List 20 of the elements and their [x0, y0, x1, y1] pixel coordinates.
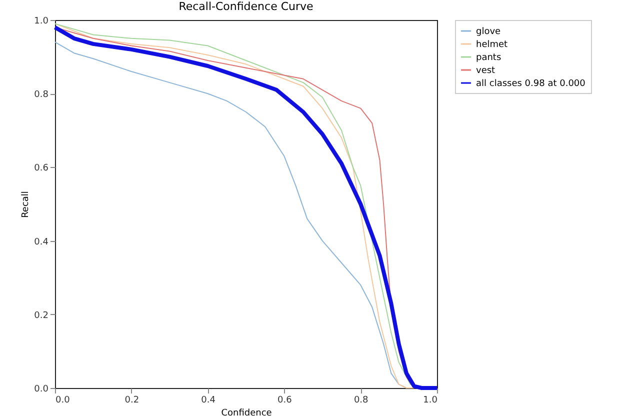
x-tick-label: 0.4: [201, 396, 216, 406]
y-axis-title: Recall: [21, 191, 32, 218]
x-tick-label: 1.0: [423, 396, 438, 406]
y-tick-label: 0.0: [34, 384, 49, 394]
x-tick-label: 0.0: [56, 396, 70, 406]
y-tick-label: 1.0: [34, 16, 49, 26]
chart-title: Recall-Confidence Curve: [178, 0, 314, 13]
x-tick-label: 0.6: [278, 396, 292, 406]
y-tick-label: 0.4: [34, 237, 49, 248]
legend-label: helmet: [476, 40, 508, 50]
legend-label: glove: [476, 27, 502, 37]
y-tick-label: 0.8: [34, 90, 49, 100]
y-tick-label: 0.6: [34, 164, 49, 174]
x-tick-label: 0.2: [124, 396, 140, 406]
x-axis-title: Confidence: [221, 408, 272, 418]
legend-label: all classes 0.98 at 0.000: [476, 79, 586, 89]
legend-label: vest: [476, 66, 496, 76]
x-tick-label: 0.8: [354, 396, 369, 406]
legend-label: pants: [476, 53, 502, 63]
y-tick-label: 0.2: [34, 310, 48, 321]
